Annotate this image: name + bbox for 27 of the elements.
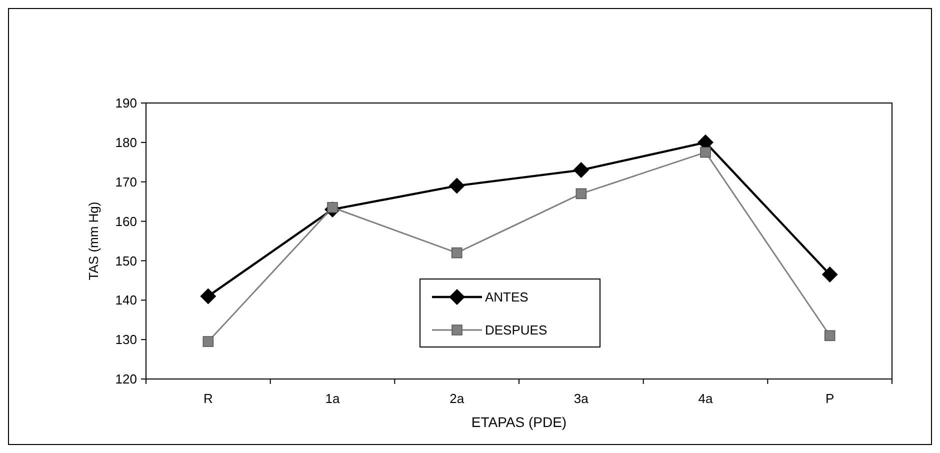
x-tick-label: R	[203, 391, 213, 406]
point	[700, 146, 711, 158]
x-axis-title: ETAPAS (PDE)	[471, 414, 567, 430]
y-tick-label: 160	[115, 214, 137, 229]
x-tick-label: 4a	[698, 391, 714, 406]
y-tick-label: 140	[115, 292, 137, 308]
y-tick-label: 180	[115, 134, 137, 150]
point	[822, 266, 838, 283]
x-tick-label: 3a	[574, 391, 590, 406]
x-tick-label: 2a	[450, 391, 465, 406]
point	[573, 162, 590, 178]
point	[202, 336, 214, 347]
y-tick-label: 130	[115, 332, 137, 348]
y-tick-label: 170	[115, 174, 137, 190]
y-tick-label: 150	[115, 253, 137, 268]
x-tick-label: 1a	[325, 391, 340, 406]
x-tick-label: P	[825, 391, 834, 406]
legend-label: ANTES	[485, 290, 529, 305]
point	[200, 288, 216, 304]
legend-label: DESPUES	[485, 322, 548, 338]
point	[451, 247, 462, 258]
point	[448, 178, 465, 194]
y-axis-title: TAS (mm Hg)	[86, 202, 101, 280]
y-tick-label: 190	[115, 96, 137, 111]
point	[824, 330, 836, 342]
y-tick-label: 120	[115, 372, 137, 387]
point	[576, 188, 587, 200]
